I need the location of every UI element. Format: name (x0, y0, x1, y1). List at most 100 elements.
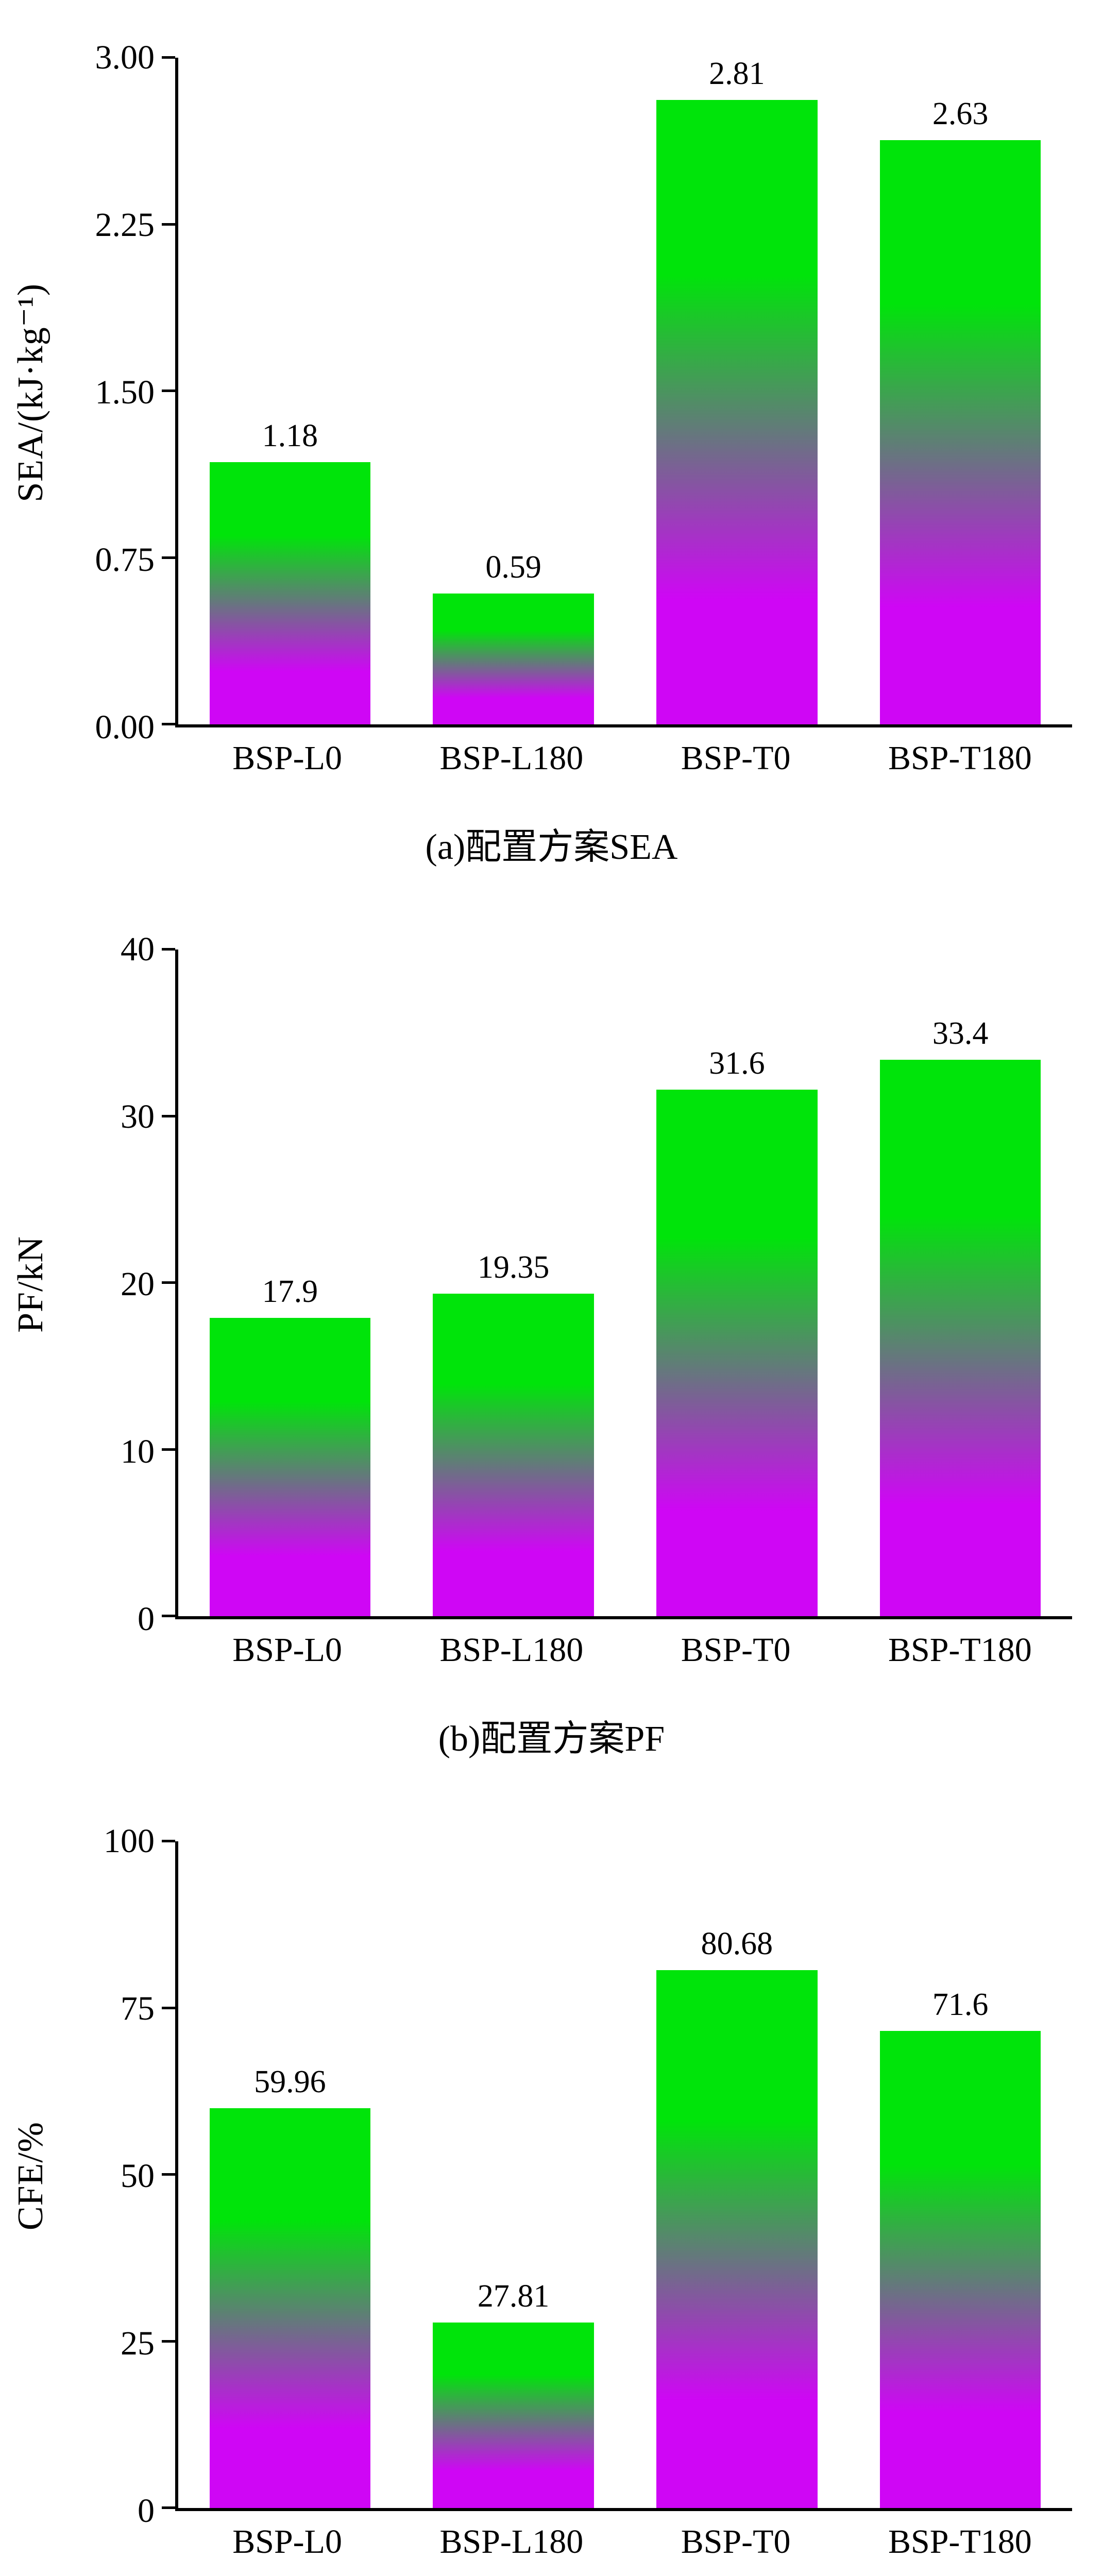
bar-slot: 27.81 (402, 1841, 625, 2508)
x-tick-label: BSP-L0 (232, 1631, 342, 1669)
y-tick-label: 75 (121, 1990, 155, 2027)
bar-slot: 31.6 (625, 950, 849, 1616)
y-tick-mark (162, 723, 175, 725)
y-tick-mark (162, 556, 175, 559)
y-tick-labels: 0 25 50 75 100 (62, 1824, 175, 2528)
chart-caption: (a)配置方案SEA (425, 827, 678, 867)
x-tick-label: BSP-T0 (681, 2523, 791, 2561)
y-tick-labels: 0.00 0.75 1.50 2.25 3.00 (62, 41, 175, 744)
y-tick-mark (162, 1281, 175, 1284)
bar (209, 1317, 371, 1616)
y-tick-label: 40 (121, 930, 155, 968)
y-tick-mark (162, 2340, 175, 2343)
y-tick-label: 100 (104, 1822, 155, 1860)
bar-value-label: 71.6 (932, 1987, 989, 2022)
bar-value-label: 2.63 (932, 96, 989, 131)
y-axis-label-column: CFE/% (0, 1841, 62, 2511)
bar-value-label: 80.68 (701, 1926, 773, 1962)
bar-value-label: 59.96 (254, 2064, 326, 2100)
bar-slot: 71.6 (849, 1841, 1072, 2508)
chart-sea: SEA/(kJ·kg⁻¹) 0.00 0.75 1.50 2.25 3.00 1.18 0… (0, 0, 1103, 892)
bar (656, 1970, 818, 2508)
y-tick-mark (162, 56, 175, 59)
y-tick-label: 3.00 (95, 39, 155, 76)
chart-cfe: CFE/% 0 25 50 75 100 59.96 27.81 80.68 71.6 BSP… (0, 1784, 1103, 2576)
x-tick-label: BSP-T180 (888, 1631, 1032, 1669)
bar (879, 2030, 1041, 2508)
x-tick-label: BSP-T0 (681, 1631, 791, 1669)
bar-value-label: 27.81 (477, 2279, 550, 2314)
bar-value-label: 31.6 (709, 1045, 765, 1081)
y-tick-mark (162, 2173, 175, 2176)
plot-area: 1.18 0.59 2.81 2.63 (162, 56, 1072, 727)
bar (433, 1294, 594, 1616)
bar (656, 1089, 818, 1616)
y-tick-label: 0 (138, 2492, 155, 2530)
bar-value-label: 1.18 (262, 418, 318, 454)
y-tick-labels: 0 10 20 30 40 (62, 933, 175, 1636)
y-tick-mark (162, 223, 175, 226)
y-tick-mark (162, 1840, 175, 1842)
bar-value-label: 19.35 (477, 1250, 550, 1285)
y-tick-mark (162, 1114, 175, 1117)
bar-value-label: 2.81 (709, 56, 765, 91)
y-tick-label: 1.50 (95, 374, 155, 411)
bar-value-label: 33.4 (932, 1015, 989, 1051)
bars: 1.18 0.59 2.81 2.63 (178, 58, 1072, 724)
x-tick-label: BSP-L180 (439, 739, 584, 777)
y-axis-label-column: SEA/(kJ·kg⁻¹) (0, 58, 62, 727)
bar-slot: 2.81 (625, 58, 849, 724)
bar (879, 140, 1041, 724)
y-axis-label: SEA/(kJ·kg⁻¹) (11, 283, 50, 502)
y-tick-mark (162, 2006, 175, 2009)
plot-area: 17.9 19.35 31.6 33.4 (162, 948, 1072, 1619)
y-tick-label: 30 (121, 1098, 155, 1136)
bar-slot: 59.96 (178, 1841, 402, 2508)
x-tick-labels: BSP-L0 BSP-L180 BSP-T0 BSP-T180 (175, 2523, 1072, 2561)
bar (209, 462, 371, 724)
y-axis-label: CFE/% (11, 2122, 50, 2231)
bar (433, 593, 594, 724)
bar-slot: 19.35 (402, 950, 625, 1616)
x-tick-label: BSP-L0 (232, 739, 342, 777)
y-tick-label: 0 (138, 1600, 155, 1638)
bar (879, 1059, 1041, 1616)
chart-pf: PF/kN 0 10 20 30 40 17.9 19.35 31.6 33.4 BSP-L0… (0, 892, 1103, 1784)
x-tick-label: BSP-T0 (681, 739, 791, 777)
bar-slot: 33.4 (849, 950, 1072, 1616)
bar-slot: 80.68 (625, 1841, 849, 2508)
bars: 59.96 27.81 80.68 71.6 (178, 1841, 1072, 2508)
bar-slot: 2.63 (849, 58, 1072, 724)
bars: 17.9 19.35 31.6 33.4 (178, 950, 1072, 1616)
y-axis-label-column: PF/kN (0, 950, 62, 1619)
bar (656, 100, 818, 724)
bar-value-label: 0.59 (485, 549, 541, 585)
bar-slot: 0.59 (402, 58, 625, 724)
bar-value-label: 17.9 (262, 1274, 318, 1309)
y-tick-label: 25 (121, 2325, 155, 2362)
y-axis-label: PF/kN (11, 1236, 50, 1333)
x-tick-label: BSP-L180 (439, 2523, 584, 2561)
x-tick-labels: BSP-L0 BSP-L180 BSP-T0 BSP-T180 (175, 739, 1072, 777)
y-tick-mark (162, 389, 175, 392)
y-tick-label: 2.25 (95, 206, 155, 244)
bar-slot: 1.18 (178, 58, 402, 724)
x-tick-label: BSP-T180 (888, 2523, 1032, 2561)
x-tick-label: BSP-L180 (439, 1631, 584, 1669)
y-tick-mark (162, 1448, 175, 1451)
x-tick-label: BSP-T180 (888, 739, 1032, 777)
bar (433, 2323, 594, 2508)
y-tick-mark (162, 2506, 175, 2509)
y-tick-label: 50 (121, 2157, 155, 2195)
y-tick-label: 0.75 (95, 541, 155, 579)
x-tick-labels: BSP-L0 BSP-L180 BSP-T0 BSP-T180 (175, 1631, 1072, 1669)
bar-slot: 17.9 (178, 950, 402, 1616)
chart-caption: (b)配置方案PF (438, 1719, 665, 1759)
bar (209, 2108, 371, 2508)
x-tick-label: BSP-L0 (232, 2523, 342, 2561)
y-tick-label: 20 (121, 1265, 155, 1303)
y-tick-mark (162, 948, 175, 951)
y-tick-label: 10 (121, 1433, 155, 1470)
y-tick-label: 0.00 (95, 708, 155, 746)
